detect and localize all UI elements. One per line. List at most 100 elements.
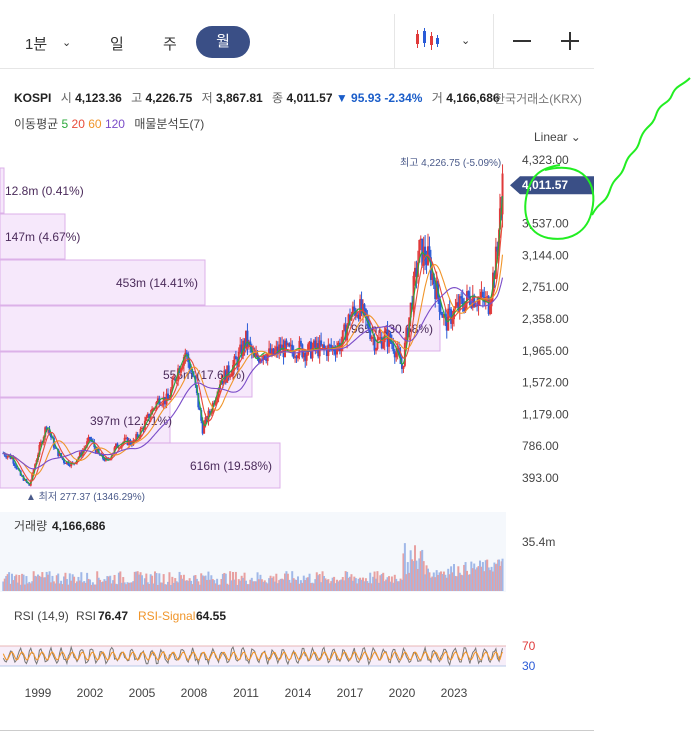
timeframe-month[interactable]: 월 — [196, 26, 250, 58]
timeframe-day[interactable]: 일 — [110, 36, 124, 53]
volume-bar — [373, 571, 376, 591]
volume-bar — [68, 573, 71, 591]
volume-bar — [34, 575, 37, 591]
volume-bar — [424, 574, 427, 591]
chevron-down-icon[interactable]: ⌄ — [62, 37, 72, 49]
candle-body — [61, 457, 64, 460]
candle-body — [156, 398, 159, 403]
volume-bar — [154, 571, 156, 591]
volume-bar — [64, 572, 67, 591]
candle-body — [188, 362, 191, 371]
volume-bar — [138, 574, 141, 591]
volume-bar — [5, 576, 8, 591]
volume-bar — [16, 582, 19, 591]
candle-body — [357, 314, 360, 320]
open-label: 시 — [60, 91, 72, 105]
candle-body — [243, 340, 246, 349]
candle-body — [498, 208, 501, 230]
volume-bar — [440, 571, 442, 591]
candle-body — [440, 311, 442, 314]
candle-body — [96, 448, 99, 453]
volume-bar — [93, 584, 96, 591]
volume-bar — [486, 559, 489, 591]
candle-body — [425, 260, 428, 265]
candle-body — [297, 355, 299, 359]
candle-body — [148, 413, 151, 419]
volume-bar — [41, 572, 44, 591]
volume-bar — [197, 581, 200, 591]
candle-body — [180, 368, 182, 373]
y-tick-label: 786.00 — [522, 439, 559, 453]
volume-bar — [67, 584, 70, 591]
rsi-level-30: 30 — [522, 659, 536, 673]
candle-body — [5, 455, 8, 458]
candle-body — [217, 388, 220, 397]
y-tick-label: 3,144.00 — [522, 248, 569, 262]
candle-body — [454, 306, 457, 309]
candle-body — [271, 348, 273, 356]
volume-bar — [362, 577, 364, 591]
candle-body — [438, 297, 441, 312]
candle-body — [481, 291, 484, 298]
volume-bar — [453, 564, 455, 591]
volume-bar — [18, 574, 21, 591]
volume-bar — [113, 574, 116, 591]
volume-bar — [464, 562, 467, 591]
volume-bar — [133, 571, 136, 591]
candle-body — [474, 305, 477, 307]
volume-bar — [461, 575, 464, 591]
rsi-signal-value: 64.55 — [196, 609, 226, 623]
ma-legend[interactable]: 이동평균 5 20 60 120 매물분석도(7) — [14, 115, 204, 132]
candlestick-icon[interactable] — [414, 28, 440, 50]
candle-body — [265, 358, 268, 361]
timeframe-week[interactable]: 주 — [163, 36, 177, 53]
volume-bar — [356, 583, 359, 591]
volume-bar — [380, 574, 383, 591]
volume-bar — [406, 562, 409, 591]
volume-bar — [275, 573, 278, 591]
volume-bar — [350, 574, 353, 591]
timeframe-1min[interactable]: 1분 — [25, 36, 48, 53]
candle-body — [418, 240, 421, 263]
candle-body — [349, 314, 351, 321]
volume-bar — [466, 570, 468, 591]
candle-body — [116, 443, 119, 448]
volume-bar — [107, 576, 110, 591]
volume-bar — [24, 584, 26, 591]
chevron-down-icon[interactable]: ⌄ — [461, 35, 471, 47]
candle-body — [145, 416, 148, 421]
volume-bar — [470, 561, 473, 591]
scale-select[interactable]: Linear ⌄ — [534, 130, 581, 144]
quote-line: KOSPI 시 4,123.36 고 4,226.75 저 3,867.81 종… — [14, 89, 500, 106]
candle-body — [242, 340, 245, 357]
volume-profile-bar — [0, 259, 206, 306]
volume-bar — [314, 579, 317, 591]
high-label: 고 — [131, 91, 143, 105]
volume-bar — [366, 581, 369, 591]
volume-bar — [171, 576, 174, 591]
volume-bar — [151, 575, 154, 591]
candle-body — [363, 304, 366, 309]
candle-body — [415, 267, 418, 277]
volume-bar — [455, 576, 458, 591]
volume-bar — [97, 577, 100, 591]
x-tick-label: 2002 — [77, 686, 104, 700]
volume-bar — [187, 580, 190, 591]
symbol: KOSPI — [14, 91, 52, 105]
volume-bar — [19, 584, 22, 591]
candle-body — [281, 344, 284, 350]
volume-bar — [61, 584, 64, 591]
volume-bar — [26, 583, 29, 591]
candle-body — [327, 344, 330, 356]
candle-body — [39, 441, 42, 445]
volume-bar — [116, 584, 119, 591]
candle-body — [175, 379, 178, 382]
volume-bar — [252, 581, 255, 591]
candle-body — [109, 459, 112, 461]
zoom-out-icon[interactable] — [513, 40, 531, 42]
volume-bar — [38, 575, 41, 591]
candle-body — [279, 344, 282, 350]
zoom-in-icon[interactable] — [569, 32, 571, 50]
volume-profile-label: 12.8m (0.41%) — [5, 184, 84, 198]
